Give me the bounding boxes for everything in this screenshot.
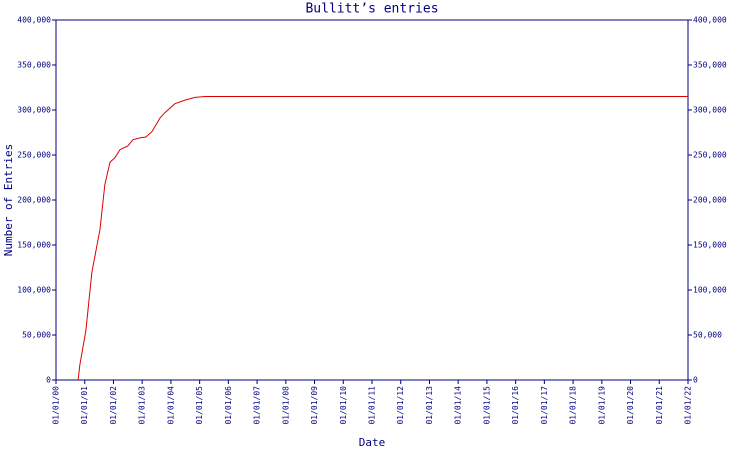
- x-tick-label: 01/01/09: [310, 386, 319, 425]
- y2-tick-label: 300,000: [693, 106, 727, 115]
- y-tick-label: 350,000: [17, 61, 51, 70]
- x-tick-label: 01/01/19: [597, 386, 606, 425]
- y-tick-label: 300,000: [17, 106, 51, 115]
- y-tick-label: 150,000: [17, 241, 51, 250]
- y-tick-label: 100,000: [17, 286, 51, 295]
- plot-frame: [55, 19, 689, 381]
- y2-tick-label: 350,000: [693, 61, 727, 70]
- x-tick-label: 01/01/11: [368, 386, 377, 425]
- y2-tick-label: 50,000: [693, 331, 722, 340]
- x-tick-label: 01/01/03: [138, 386, 147, 425]
- y-tick-label: 0: [46, 376, 51, 385]
- x-tick-label: 01/01/00: [52, 386, 61, 425]
- y2-tick-label: 150,000: [693, 241, 727, 250]
- x-tick-label: 01/01/22: [684, 386, 693, 425]
- y2-tick-label: 100,000: [693, 286, 727, 295]
- line: [77, 96, 688, 381]
- x-tick-label: 01/01/17: [540, 386, 549, 425]
- y-tick-label: 250,000: [17, 151, 51, 160]
- x-tick-label: 01/01/06: [224, 386, 233, 425]
- x-tick-label: 01/01/21: [655, 386, 664, 425]
- x-tick-label: 01/01/16: [511, 386, 520, 425]
- x-tick-label: 01/01/10: [339, 386, 348, 425]
- y2-tick-label: 250,000: [693, 151, 727, 160]
- x-tick-label: 01/01/14: [454, 386, 463, 425]
- x-tick-label: 01/01/08: [281, 386, 290, 425]
- x-tick-label: 01/01/05: [195, 386, 204, 425]
- x-tick-label: 01/01/07: [253, 386, 262, 425]
- chart-title: Bullitt’s entries: [305, 2, 438, 17]
- y2-tick-label: 0: [693, 376, 698, 385]
- y-tick-label: 400,000: [17, 16, 51, 25]
- x-tick-label: 01/01/12: [396, 386, 405, 425]
- y2-tick-label: 200,000: [693, 196, 727, 205]
- x-tick-label: 01/01/01: [80, 386, 89, 425]
- x-tick-label: 01/01/15: [482, 386, 491, 425]
- x-tick-label: 01/01/02: [109, 386, 118, 425]
- x-tick-label: 01/01/18: [569, 386, 578, 425]
- x-axis-label: Date: [359, 436, 386, 449]
- y-tick-label: 50,000: [22, 331, 51, 340]
- x-tick-label: 01/01/04: [166, 386, 175, 425]
- y2-tick-label: 400,000: [693, 16, 727, 25]
- y-axis-label: Number of Entries: [2, 144, 15, 257]
- x-tick-label: 01/01/13: [425, 386, 434, 425]
- x-tick-label: 01/01/20: [626, 386, 635, 425]
- y-tick-label: 200,000: [17, 196, 51, 205]
